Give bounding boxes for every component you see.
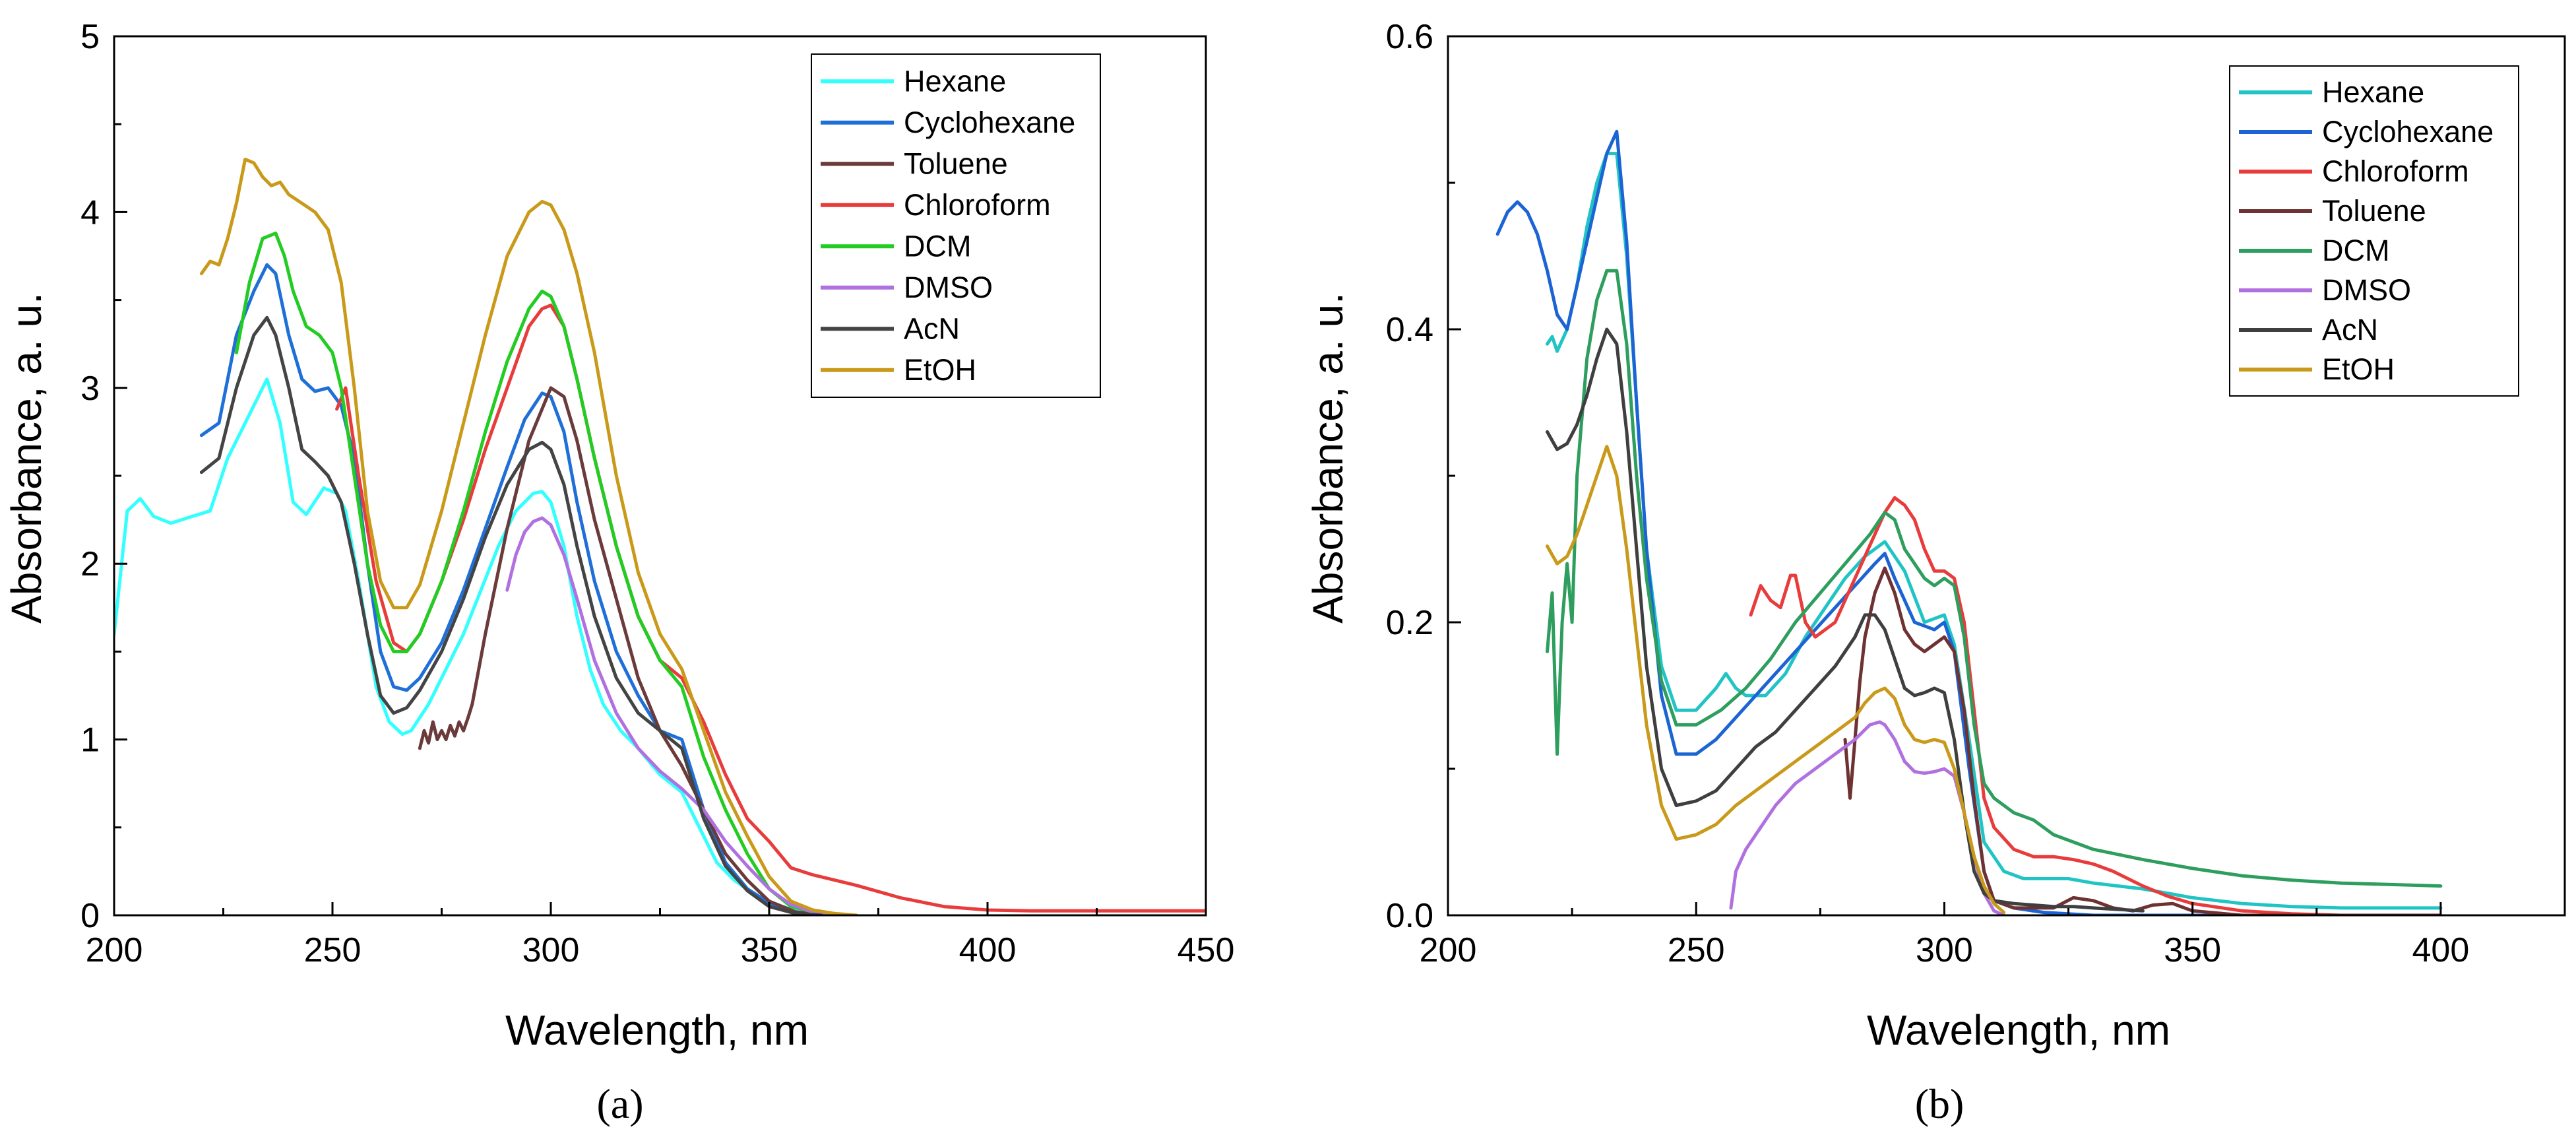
x-tick-label: 250 (304, 931, 361, 969)
series-group (114, 158, 1206, 915)
legend-label: Hexane (2322, 75, 2424, 109)
legend-box (811, 53, 1101, 398)
x-tick-label: 250 (1668, 931, 1725, 969)
y-tick-label: 2 (80, 545, 100, 583)
legend-label: Cyclohexane (904, 106, 1075, 139)
series-line-cyclohexane (1495, 129, 2443, 915)
legend-label: Cyclohexane (2322, 115, 2494, 148)
series-line-hexane (1546, 152, 2443, 910)
panel-label: (b) (1915, 1080, 1964, 1127)
legend-label: Hexane (904, 64, 1006, 98)
x-tick-label: 300 (522, 931, 580, 969)
legend-label: AcN (904, 311, 960, 345)
panel-label: (a) (596, 1080, 643, 1127)
legend-label: DCM (2322, 234, 2389, 267)
y-tick-label: 0.0 (1386, 897, 1433, 935)
x-tick-label: 200 (1420, 931, 1477, 969)
series-line-acn (1546, 327, 2145, 913)
series-line-dmso (505, 516, 836, 915)
x-tick-label: 400 (2412, 931, 2470, 969)
series-line-chloroform (1749, 496, 2443, 915)
x-tick-label: 350 (2164, 931, 2221, 969)
legend-label: AcN (2322, 313, 2378, 346)
x-tick-label: 400 (959, 931, 1017, 969)
legend-label: EtOH (904, 353, 976, 387)
series-line-hexane (114, 377, 858, 915)
y-axis-title: Absorbance, a. u. (1304, 292, 1352, 624)
legend-label: Chloroform (2322, 154, 2469, 188)
x-tick-label: 450 (1178, 931, 1235, 969)
series-line-toluene (418, 386, 850, 915)
series-line-dcm (1546, 269, 2443, 888)
series-line-etoh (199, 158, 858, 915)
panel-a: Absorbance, a. u. Wavelength, nm (a) 200… (3, 18, 1234, 1127)
legend-label: DCM (904, 229, 971, 263)
series-line-cyclohexane (199, 263, 850, 915)
y-tick-label: 4 (80, 193, 100, 232)
series-line-etoh (1546, 445, 2006, 915)
y-tick-label: 0 (80, 897, 100, 935)
series-group (1495, 129, 2443, 915)
legend-label: Toluene (904, 146, 1008, 180)
legend: Hexane Cyclohexane Toluene Chloroform DCM DMS… (811, 53, 1101, 398)
y-tick-label: 5 (80, 18, 100, 56)
y-axis-title: Absorbance, a. u. (3, 292, 50, 624)
y-tick-label: 1 (80, 721, 100, 760)
series-line-acn (199, 315, 823, 915)
x-tick-label: 300 (1916, 931, 1973, 969)
series-line-toluene (1843, 566, 2443, 915)
y-tick-label: 0.6 (1386, 18, 1433, 56)
y-tick-label: 0.4 (1386, 311, 1433, 349)
series-line-dcm (234, 231, 836, 915)
y-tick-label: 3 (80, 370, 100, 408)
legend: Hexane Cyclohexane Chloroform Toluene DCM DMS… (2229, 65, 2519, 397)
legend-label: Chloroform (904, 188, 1051, 222)
legend-label: Toluene (2322, 194, 2426, 228)
y-tick-label: 0.2 (1386, 604, 1433, 642)
panel-b: Absorbance, a. u. Wavelength, nm (b) 200… (1304, 18, 2566, 1127)
series-line-dmso (1729, 720, 2006, 915)
x-axis-title: Wavelength, nm (1867, 1006, 2170, 1054)
x-axis-title: Wavelength, nm (505, 1006, 809, 1054)
x-tick-label: 350 (741, 931, 798, 969)
x-tick-label: 200 (86, 931, 143, 969)
legend-label: EtOH (2322, 352, 2395, 386)
legend-box (2229, 65, 2519, 397)
legend-label: DMSO (904, 271, 993, 304)
legend-label: DMSO (2322, 273, 2411, 307)
